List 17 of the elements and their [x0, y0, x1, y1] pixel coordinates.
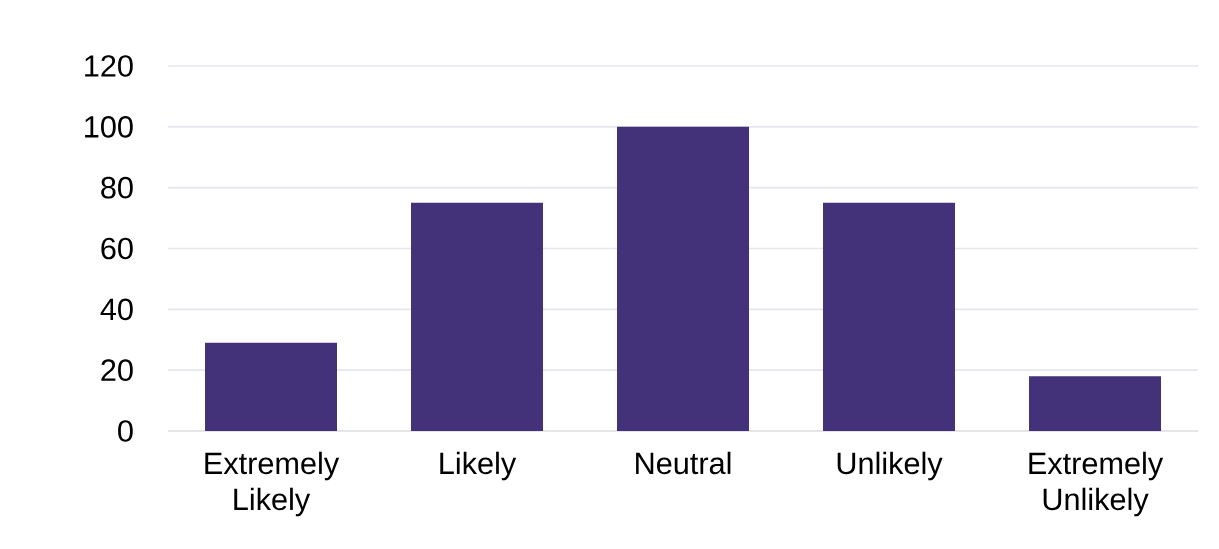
- x-tick-label: Extremely Unlikely: [1029, 451, 1164, 517]
- x-tick-label: Extremely Likely: [205, 451, 340, 517]
- y-tick-label: 20: [101, 359, 133, 382]
- y-tick-label: 80: [101, 176, 133, 199]
- bar: [205, 342, 338, 431]
- x-tick-label: Likely: [440, 451, 517, 481]
- bar: [823, 202, 956, 431]
- bar: [617, 126, 750, 431]
- y-tick-label: 60: [101, 237, 133, 260]
- x-tick-label: Unlikely: [837, 451, 943, 481]
- y-tick-label: 0: [118, 420, 133, 442]
- bar: [411, 202, 544, 431]
- y-tick-label: 120: [85, 55, 133, 77]
- bar: [1029, 376, 1162, 431]
- y-tick-label: 40: [100, 298, 133, 321]
- x-tick-label: Neutral: [636, 451, 731, 475]
- y-tick-label: 100: [85, 115, 133, 138]
